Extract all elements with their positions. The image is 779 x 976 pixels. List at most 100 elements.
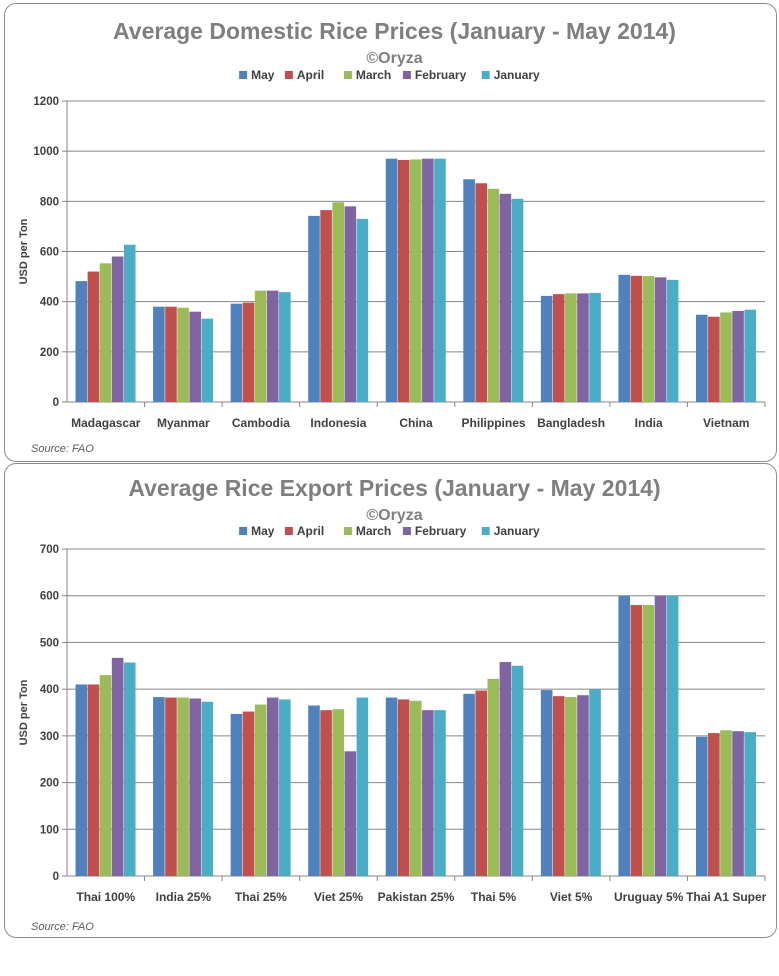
y-tick-label: 0 (53, 397, 59, 409)
bar-march-viet-25- (332, 709, 344, 876)
y-tick-label: 400 (40, 297, 59, 309)
export-prices-chart-panel: Average Rice Export Prices (January - Ma… (4, 463, 777, 938)
legend-swatch (343, 71, 352, 79)
bar-march-cambodia (254, 290, 267, 402)
bar-april-myanmar (165, 306, 177, 402)
bar-january-madagascar (123, 244, 136, 402)
legend-item: March (343, 68, 391, 82)
bar-february-china (422, 158, 434, 402)
y-tick-label: 200 (40, 347, 59, 359)
x-category-label: Uruguay 5% (614, 890, 684, 904)
y-tick-label: 500 (40, 637, 59, 649)
bar-may-india-25- (153, 697, 165, 876)
bar-january-indonesia (356, 218, 369, 402)
bar-march-madagascar (99, 263, 112, 402)
bar-march-myanmar (177, 307, 189, 402)
bar-may-pakistan-25- (385, 697, 398, 876)
y-tick-label: 800 (40, 196, 59, 208)
bar-january-cambodia (279, 292, 291, 402)
chart-svg: Average Rice Export Prices (January - Ma… (18, 475, 767, 933)
y-axis-label: USD per Ton (18, 218, 30, 284)
x-category-label: Thai A1 Super (686, 890, 767, 904)
x-category-label: Philippines (462, 416, 526, 430)
legend-item: April (284, 68, 324, 82)
bar-may-viet-5- (540, 690, 553, 876)
bar-may-thai-100- (75, 684, 88, 876)
bar-january-pakistan-25- (434, 710, 446, 876)
bar-march-india (642, 276, 655, 402)
legend-swatch (239, 71, 248, 79)
legend-swatch (402, 527, 411, 535)
bar-april-thai-100- (87, 684, 100, 876)
bar-march-vietnam (720, 312, 732, 402)
source-note: Source: FAO (31, 443, 94, 455)
y-tick-label: 1200 (33, 96, 59, 108)
x-category-label: Thai 100% (76, 890, 135, 904)
legend-item: February (402, 524, 467, 538)
bar-april-madagascar (87, 271, 100, 402)
bar-may-india (618, 274, 631, 402)
x-category-label: Indonesia (310, 416, 366, 430)
bar-may-indonesia (308, 215, 320, 402)
x-category-label: Myanmar (157, 416, 210, 430)
y-tick-label: 600 (40, 591, 59, 603)
bar-march-uruguay-5- (642, 605, 655, 876)
chart-svg: Average Domestic Rice Prices (January - … (18, 18, 766, 455)
bar-april-philippines (475, 183, 488, 402)
legend-label: March (356, 524, 391, 538)
legend-item: April (284, 524, 324, 538)
legend-swatch (343, 527, 352, 535)
bar-may-thai-a1-super (695, 736, 708, 876)
bar-may-uruguay-5- (618, 595, 631, 876)
bar-january-viet-5- (589, 689, 601, 876)
bar-february-thai-25- (266, 697, 279, 876)
legend-swatch (481, 71, 490, 79)
bar-march-thai-a1-super (720, 730, 732, 876)
bar-may-viet-25- (308, 705, 320, 876)
legend-label: January (494, 524, 540, 538)
bar-january-china (434, 158, 446, 402)
legend-label: May (251, 68, 275, 82)
bar-may-cambodia (230, 303, 243, 402)
legend-label: January (494, 68, 540, 82)
bar-february-viet-5- (577, 695, 589, 876)
bar-april-thai-25- (242, 711, 255, 876)
bar-january-philippines (511, 198, 524, 402)
bar-april-uruguay-5- (630, 605, 643, 876)
bar-may-philippines (463, 179, 475, 402)
bar-february-thai-a1-super (732, 731, 744, 876)
x-category-label: Bangladesh (537, 416, 605, 430)
y-tick-label: 100 (40, 824, 59, 836)
bar-january-thai-100- (123, 662, 136, 876)
bar-may-thai-5- (463, 693, 475, 876)
bar-february-philippines (499, 193, 512, 402)
y-tick-label: 700 (40, 544, 59, 556)
legend-label: April (297, 524, 324, 538)
bar-january-thai-a1-super (744, 732, 756, 876)
bar-february-myanmar (189, 311, 201, 402)
y-tick-label: 1000 (33, 146, 59, 158)
bar-april-cambodia (242, 302, 255, 402)
bar-january-thai-5- (511, 665, 524, 876)
bar-may-thai-25- (230, 713, 243, 876)
x-category-label: Viet 25% (314, 890, 363, 904)
bar-march-china (409, 159, 422, 402)
legend-swatch (239, 527, 248, 535)
legend-item: May (239, 524, 275, 538)
bar-february-cambodia (266, 290, 279, 402)
bar-april-viet-25- (320, 710, 332, 876)
source-note: Source: FAO (31, 921, 94, 933)
bar-february-bangladesh (577, 293, 589, 402)
bar-january-india-25- (201, 701, 214, 876)
bar-january-india (666, 279, 679, 402)
chart-title: Average Domestic Rice Prices (January - … (113, 18, 676, 44)
x-category-label: India 25% (156, 890, 212, 904)
bar-february-india (654, 277, 667, 402)
bar-february-viet-25- (344, 751, 357, 876)
bar-april-thai-a1-super (708, 733, 720, 876)
y-axis-label: USD per Ton (18, 679, 30, 745)
legend-label: April (297, 68, 324, 82)
bar-february-vietnam (732, 310, 744, 402)
legend-item: May (239, 68, 275, 82)
bar-february-uruguay-5- (654, 595, 667, 876)
